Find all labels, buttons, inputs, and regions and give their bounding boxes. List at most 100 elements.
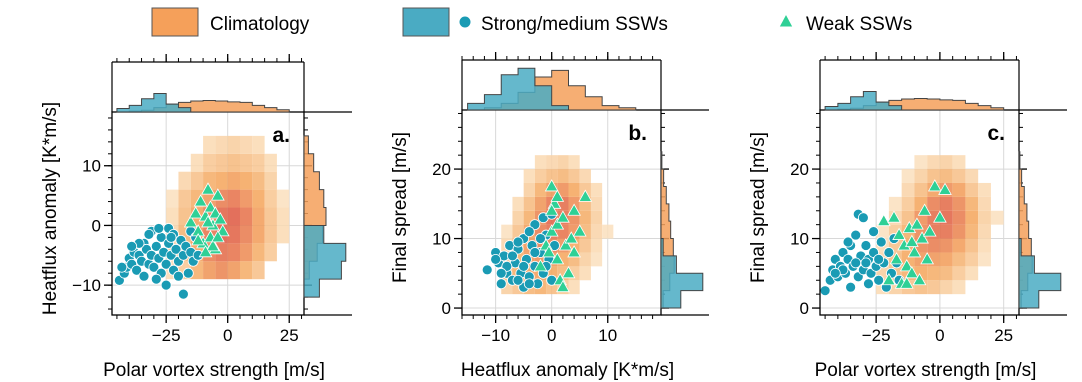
point-strong-medium [165, 231, 177, 243]
density-cell [939, 238, 953, 253]
panel-label: b. [628, 122, 647, 145]
legend-marker-strong-medium [458, 15, 472, 29]
point-strong-medium [860, 240, 872, 251]
density-cell [939, 196, 953, 211]
y-axis-title: Heatflux anomaly [K*m/s] [40, 102, 61, 315]
point-strong-medium [819, 285, 831, 297]
point-weak [927, 179, 942, 192]
point-weak [215, 224, 230, 237]
legend-swatch-strong-medium [402, 7, 450, 37]
density-cell [240, 171, 253, 190]
point-strong-medium [153, 223, 165, 234]
point-weak [201, 215, 215, 228]
density-cell [534, 169, 547, 183]
density-cell [523, 169, 535, 183]
density-cell [901, 182, 915, 197]
density-cell [965, 252, 979, 267]
tick-label-x: −25 [862, 326, 891, 345]
point-weak [210, 188, 225, 201]
tick-label-x: 25 [280, 326, 299, 345]
legend-label-strong-medium: Strong/medium SSWs [481, 14, 668, 35]
density-cell [203, 135, 216, 154]
point-strong-medium [857, 212, 869, 224]
panel-b: −10 0 10 0 10 20 Heatflux anomaly [K*m/s] Final… [390, 52, 709, 381]
point-strong-medium [842, 236, 854, 248]
point-weak [191, 233, 206, 246]
density-cell [252, 171, 265, 190]
density-cell [914, 182, 928, 197]
top-hist-strong-medium [467, 67, 636, 111]
density-cell [534, 155, 547, 170]
density-cell [512, 224, 524, 239]
density-cell [590, 238, 603, 253]
density-cell [501, 280, 513, 295]
density-cell [240, 153, 253, 172]
density-cell [579, 266, 591, 281]
density-cell [166, 207, 179, 226]
density-cell [252, 153, 265, 172]
point-strong-medium [512, 236, 524, 248]
density-cell [190, 153, 204, 172]
top-hist-strong-medium [824, 91, 1004, 111]
density-cell [952, 196, 966, 211]
density-cell [203, 171, 216, 190]
point-strong-medium [126, 240, 138, 252]
point-weak [183, 215, 198, 228]
density-cell [557, 266, 569, 281]
legend-swatch-climatology [151, 7, 199, 37]
point-weak [572, 224, 587, 237]
density-cell [252, 207, 265, 226]
tick-label-x: 10 [598, 326, 617, 345]
tick-label-y: 0 [800, 299, 809, 318]
point-strong-medium [143, 228, 155, 240]
top-hist-strong-medium [116, 93, 290, 113]
point-strong-medium [829, 267, 841, 279]
density-cell [901, 196, 915, 211]
density-cell [952, 182, 966, 197]
density-cell [952, 224, 966, 239]
density-cell [240, 189, 253, 208]
density-cell [264, 171, 277, 190]
tick-label-x: −10 [481, 326, 510, 345]
density-cell [952, 155, 966, 170]
density-cell [927, 280, 940, 295]
density-cell [203, 153, 216, 172]
point-strong-medium [495, 267, 507, 279]
point-strong-medium [523, 226, 535, 238]
panel-label: a. [272, 124, 290, 147]
density-cell [990, 210, 1004, 225]
density-cell [557, 252, 569, 267]
density-cell [534, 182, 547, 197]
point-weak [920, 252, 935, 265]
density-cell [965, 182, 979, 197]
density-cell [590, 252, 603, 267]
density-cell [523, 182, 535, 197]
point-weak [917, 203, 932, 216]
tick-label-y: 10 [82, 157, 101, 176]
density-cell [215, 171, 228, 190]
density-cell [203, 261, 216, 280]
density-cell [952, 238, 966, 253]
density-cell [952, 266, 966, 281]
point-weak [876, 213, 891, 227]
density-cell [252, 225, 265, 244]
density-cell [546, 169, 558, 183]
point-weak [206, 239, 220, 252]
density-cell [523, 210, 535, 225]
point-weak [544, 224, 559, 237]
point-weak [188, 206, 203, 219]
legend: Climatology Strong/medium SSWs Weak SSWs [151, 7, 912, 37]
point-weak [561, 265, 576, 279]
density-cell [252, 243, 265, 262]
density-cell [227, 207, 240, 226]
point-weak [203, 200, 218, 213]
point-strong-medium [512, 274, 524, 286]
density-cell [557, 155, 569, 170]
density-cell [534, 238, 547, 253]
point-weak [542, 245, 556, 258]
density-cell [227, 261, 240, 280]
point-strong-medium [495, 278, 507, 290]
density-cell [215, 135, 228, 154]
point-weak [567, 245, 581, 258]
density-cell [227, 243, 240, 262]
